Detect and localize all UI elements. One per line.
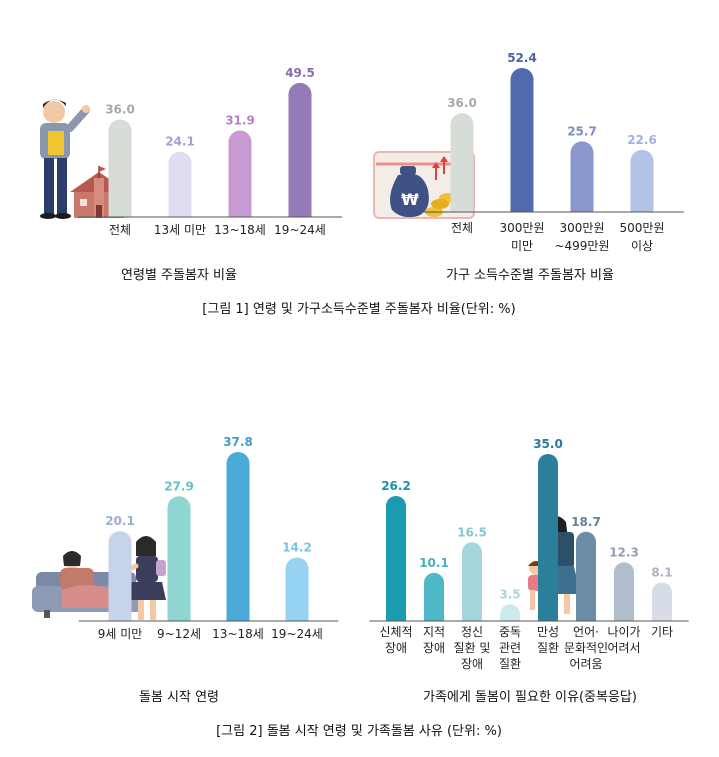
chart-3-tick-label-3: 중독 관련 질환 xyxy=(499,625,521,671)
chart-2-bar-0 xyxy=(108,531,132,621)
chart-0-value-label-2: 31.9 xyxy=(225,114,255,128)
chart-family-care-reasons: 26.2 신체적 장애 10.1 지적 장애 16.5 정신 질환 및 장애 3.5 중독 관련 질환 35… xyxy=(369,437,689,705)
chart-1-title: 가구 소득수준별 주돌봄자 비율 xyxy=(446,268,614,283)
chart-1-value-label-0: 36.0 xyxy=(447,96,477,110)
chart-0-tick-label-3: 19~24세 xyxy=(274,223,326,237)
chart-0-tick-label-0: 전체 xyxy=(109,223,131,237)
chart-2-value-label-2: 37.8 xyxy=(223,435,253,449)
chart-3-tick-label-5: 언어· 문화적인 어려움 xyxy=(564,625,608,671)
chart-2-tick-label-1: 9~12세 xyxy=(157,627,201,641)
chart-1-value-label-1: 52.4 xyxy=(507,51,537,65)
chart-1-bar-3 xyxy=(630,149,654,212)
figure-2-caption: [그림 2] 돌봄 시작 연령 및 가족돌봄 사유 (단위: %) xyxy=(216,724,502,739)
chart-2-bar-3 xyxy=(285,557,309,621)
chart-3-bar-4 xyxy=(538,454,558,621)
chart-3-value-label-6: 12.3 xyxy=(609,545,639,559)
chart-2-bar-2 xyxy=(226,452,250,621)
chart-2-title: 돌봄 시작 연령 xyxy=(139,690,219,705)
chart-3-bar-6 xyxy=(614,562,634,621)
money-bag-illustration: ₩ xyxy=(373,151,475,219)
chart-2-value-label-0: 20.1 xyxy=(105,514,135,528)
chart-3-value-label-0: 26.2 xyxy=(381,479,411,493)
chart-2-bar-1 xyxy=(167,496,191,621)
chart-care-start-age: 20.1 9세 미만 27.9 9~12세 37.8 13~18세 14.2 19~24세돌봄… xyxy=(78,435,339,705)
chart-3-tick-label-1: 지적 장애 xyxy=(423,625,445,655)
chart-0-bar-1 xyxy=(168,151,192,217)
chart-3-title: 가족에게 돌봄이 필요한 이유(중복응답) xyxy=(423,690,637,705)
chart-1-value-label-2: 25.7 xyxy=(567,124,597,138)
chart-0-bar-3 xyxy=(288,82,312,217)
chart-3-tick-label-4: 만성 질환 xyxy=(537,625,559,655)
chart-3-value-label-3: 3.5 xyxy=(499,587,520,601)
chart-3-bar-1 xyxy=(424,572,444,621)
figure-1-caption: [그림 1] 연령 및 가구소득수준별 주돌봄자 비율(단위: %) xyxy=(202,302,515,317)
chart-3-tick-label-2: 정신 질환 및 장애 xyxy=(454,625,491,671)
chart-2-tick-label-3: 19~24세 xyxy=(271,627,323,641)
chart-1-bar-0 xyxy=(450,113,474,212)
sofa-caregiver-illustration xyxy=(32,536,166,620)
chart-3-value-label-1: 10.1 xyxy=(419,556,449,570)
chart-1-tick-label-2: 300만원 ~499만원 xyxy=(554,221,609,253)
chart-3-value-label-5: 18.7 xyxy=(571,515,601,529)
chart-2-value-label-1: 27.9 xyxy=(164,479,194,493)
chart-1-tick-label-1: 300만원 미만 xyxy=(500,221,545,253)
chart-3-value-label-4: 35.0 xyxy=(533,437,563,451)
chart-3-bar-7 xyxy=(652,582,672,621)
chart-3-bar-0 xyxy=(386,495,406,621)
chart-1-bar-2 xyxy=(570,141,594,212)
chart-2-tick-label-2: 13~18세 xyxy=(212,627,264,641)
chart-age-caregiver-ratio: 36.0 전체 24.1 13세 미만 31.9 13~18세 49.5 19~24세연령별 … xyxy=(78,66,342,283)
chart-1-value-label-3: 22.6 xyxy=(627,133,657,147)
chart-3-bar-5 xyxy=(576,531,596,621)
chart-income-caregiver-ratio: 36.0 전체 52.4 300만원 미만 25.7 300만원 ~499만원 22.6 500만… xyxy=(420,51,684,283)
chart-2-value-label-3: 14.2 xyxy=(282,541,312,555)
chart-3-value-label-7: 8.1 xyxy=(651,565,672,579)
chart-0-bar-0 xyxy=(108,119,132,217)
chart-0-tick-label-1: 13세 미만 xyxy=(154,223,206,237)
chart-0-tick-label-2: 13~18세 xyxy=(214,223,266,237)
chart-1-tick-label-3: 500만원 이상 xyxy=(620,221,665,253)
chart-1-bar-1 xyxy=(510,68,534,212)
chart-3-value-label-2: 16.5 xyxy=(457,525,487,539)
chart-0-value-label-3: 49.5 xyxy=(285,66,315,80)
chart-0-title: 연령별 주돌봄자 비율 xyxy=(121,268,237,283)
chart-0-bar-2 xyxy=(228,130,252,217)
chart-1-tick-label-0: 전체 xyxy=(451,221,473,235)
chart-3-tick-label-7: 기타 xyxy=(651,625,673,639)
svg-text:₩: ₩ xyxy=(401,190,419,209)
chart-3-tick-label-6: 나이가 어려서 xyxy=(607,625,640,655)
chart-0-value-label-1: 24.1 xyxy=(165,135,195,149)
chart-3-tick-label-0: 신체적 장애 xyxy=(379,625,412,655)
chart-3-bar-3 xyxy=(500,604,520,621)
chart-0-value-label-0: 36.0 xyxy=(105,102,135,116)
chart-3-bar-2 xyxy=(462,542,482,621)
chart-2-tick-label-0: 9세 미만 xyxy=(98,627,143,641)
